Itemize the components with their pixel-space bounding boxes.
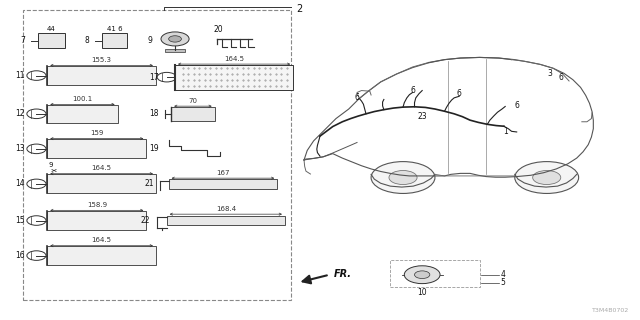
Text: 22: 22: [141, 216, 150, 225]
Text: 6: 6: [457, 89, 461, 98]
Circle shape: [532, 171, 561, 185]
Text: 21: 21: [145, 180, 154, 188]
Text: 13: 13: [15, 144, 25, 153]
Text: 159: 159: [90, 130, 104, 136]
Circle shape: [515, 162, 579, 194]
Bar: [169, 179, 277, 189]
Text: 10: 10: [417, 288, 427, 297]
Text: 19: 19: [150, 144, 159, 153]
Text: 6: 6: [515, 101, 519, 110]
Text: 11: 11: [15, 71, 25, 80]
Text: 23: 23: [417, 113, 427, 122]
Circle shape: [404, 266, 440, 284]
Bar: [47, 211, 147, 230]
Text: 41 6: 41 6: [106, 26, 122, 32]
Bar: [102, 33, 127, 49]
Text: 164.5: 164.5: [224, 56, 244, 61]
Text: 4: 4: [500, 269, 506, 279]
Text: 6: 6: [410, 86, 415, 95]
Text: 168.4: 168.4: [216, 206, 236, 212]
Text: 70: 70: [188, 98, 197, 104]
Bar: [47, 246, 156, 265]
Text: 155.3: 155.3: [92, 57, 111, 63]
Text: 20: 20: [213, 25, 223, 34]
Bar: [175, 65, 293, 90]
Text: 3: 3: [547, 69, 552, 78]
Bar: [47, 66, 156, 85]
Circle shape: [371, 162, 435, 194]
Text: 158.9: 158.9: [87, 202, 107, 208]
Circle shape: [389, 171, 417, 185]
Text: 14: 14: [15, 180, 25, 188]
Bar: [167, 216, 285, 225]
Text: 15: 15: [15, 216, 25, 225]
Text: 7: 7: [20, 36, 25, 45]
Text: 8: 8: [84, 36, 89, 45]
Bar: [172, 107, 214, 121]
Bar: [47, 105, 118, 123]
Text: 164.5: 164.5: [92, 237, 111, 243]
Text: 6: 6: [559, 73, 564, 82]
Text: 1: 1: [503, 127, 508, 136]
Bar: [38, 33, 65, 49]
Bar: [47, 174, 156, 194]
Text: FR.: FR.: [334, 269, 352, 279]
Circle shape: [161, 32, 189, 46]
Circle shape: [169, 36, 181, 42]
Text: 44: 44: [47, 26, 56, 32]
Bar: [166, 49, 184, 52]
Text: 18: 18: [149, 109, 159, 118]
Bar: [23, 10, 291, 300]
Text: 164.5: 164.5: [92, 165, 111, 171]
Text: 167: 167: [216, 170, 230, 176]
Text: 17: 17: [149, 73, 159, 82]
Bar: [390, 260, 479, 287]
Text: 9: 9: [48, 162, 52, 168]
Circle shape: [415, 271, 430, 278]
Text: 16: 16: [15, 251, 25, 260]
Text: 6: 6: [355, 93, 360, 102]
Text: 12: 12: [15, 109, 25, 118]
Text: T3M4B0702: T3M4B0702: [593, 308, 630, 313]
Text: 100.1: 100.1: [72, 96, 93, 102]
Bar: [47, 139, 147, 158]
Text: 5: 5: [500, 278, 506, 287]
Text: 9: 9: [148, 36, 153, 45]
Text: 2: 2: [296, 4, 303, 14]
